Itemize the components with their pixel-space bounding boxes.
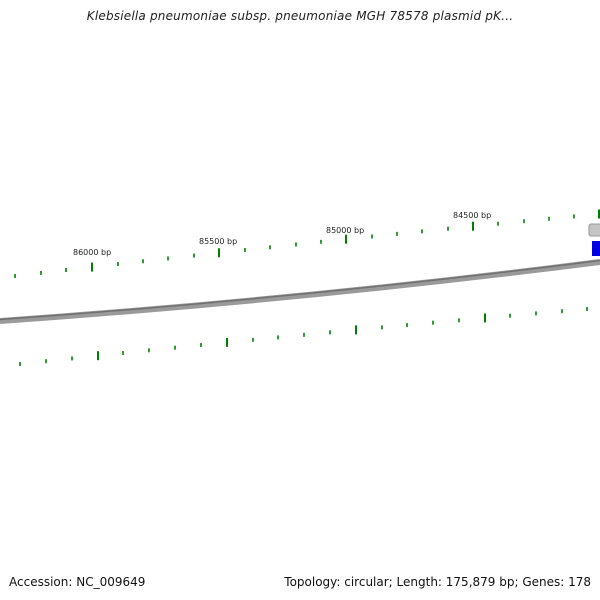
outer-tick-ring: [14, 209, 600, 278]
inner-tick-ring: [19, 307, 588, 366]
backbone-arc: [0, 259, 600, 324]
accession-text: Accession: NC_009649: [9, 575, 146, 589]
tick-label-84500: 84500 bp: [453, 211, 491, 220]
tick-label-85000: 85000 bp: [326, 226, 364, 235]
forward-gene-feature[interactable]: [592, 241, 600, 256]
tick-label-85500: 85500 bp: [199, 237, 237, 246]
tick-label-86000: 86000 bp: [73, 248, 111, 257]
gene-band-feature[interactable]: [588, 223, 600, 237]
plasmid-title: Klebsiella pneumoniae subsp. pneumoniae …: [86, 9, 514, 23]
genome-summary-text: Topology: circular; Length: 175,879 bp; …: [284, 575, 591, 589]
backbone-arc-highlight: [0, 259, 600, 321]
